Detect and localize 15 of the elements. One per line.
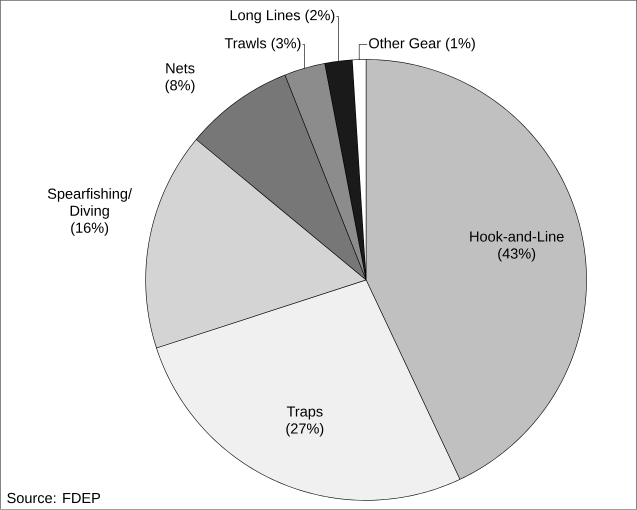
- legend-label: Other Gear: [369, 38, 441, 48]
- slice-label: Long Lines: [230, 10, 300, 24]
- data-label: (27%): [286, 423, 324, 437]
- slice-label: Trawls: [224, 38, 266, 48]
- slice-label: Spearfishing/ Diving: [48, 188, 132, 219]
- slice-label: Nets: [166, 63, 194, 74]
- data-label: (8%): [166, 80, 194, 94]
- data-label: (1%): [446, 38, 475, 52]
- slice-label: Traps: [286, 406, 323, 420]
- data-label: (16%): [71, 222, 108, 236]
- data-label: (3%): [272, 38, 300, 52]
- data-label: (43%): [498, 248, 536, 262]
- data-label: (2%): [306, 10, 334, 24]
- source-note: Source: FDEP: [7, 492, 100, 504]
- slice-label: Hook-and-Line: [470, 231, 564, 242]
